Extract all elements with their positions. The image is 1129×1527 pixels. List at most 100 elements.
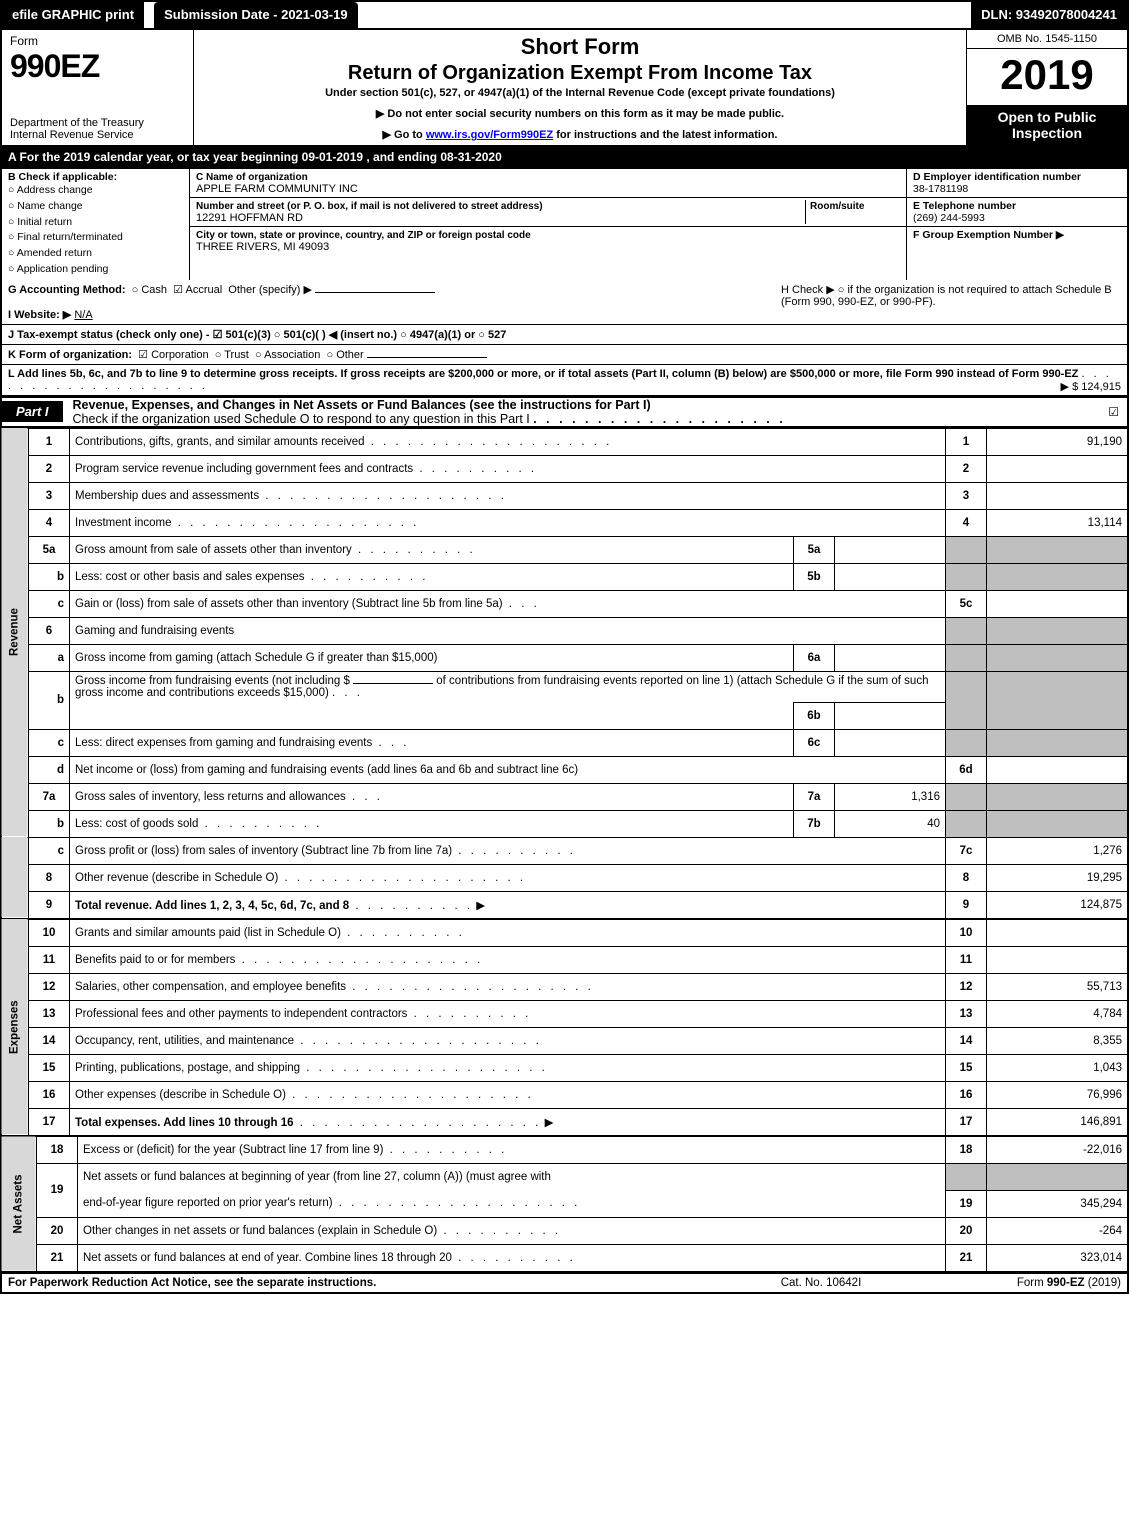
chk-address-change[interactable]: Address change [8, 183, 183, 199]
num-6d: 6d [946, 756, 987, 783]
desc-20: Other changes in net assets or fund bala… [83, 1225, 437, 1237]
grey-7a [946, 783, 987, 810]
efile-print-label[interactable]: efile GRAPHIC print [2, 2, 144, 28]
amt-4: 13,114 [987, 509, 1129, 536]
desc-3: Membership dues and assessments [75, 490, 259, 502]
form-id-box: Form 990EZ Department of the Treasury In… [2, 30, 194, 145]
amt-9: 124,875 [987, 891, 1129, 918]
num-11: 11 [946, 946, 987, 973]
bval-6a [835, 644, 946, 671]
desc-15: Printing, publications, postage, and shi… [75, 1062, 300, 1074]
page-footer: For Paperwork Reduction Act Notice, see … [0, 1273, 1129, 1294]
org-city: THREE RIVERS, MI 49093 [196, 241, 329, 253]
part1-header: Part I Revenue, Expenses, and Changes in… [0, 397, 1129, 428]
k-corp[interactable]: Corporation [138, 349, 208, 361]
amt-12: 55,713 [987, 973, 1129, 1000]
num-5c: 5c [946, 590, 987, 617]
amt-2 [987, 455, 1129, 482]
ln-4: 4 [29, 509, 70, 536]
amt-10 [987, 919, 1129, 946]
revenue-table: Revenue 1 Contributions, gifts, grants, … [0, 428, 1129, 919]
k-other[interactable]: Other [326, 349, 363, 361]
side-revenue-cont [1, 837, 29, 918]
instr-goto: ▶ Go to www.irs.gov/Form990EZ for instru… [202, 128, 958, 141]
g-other[interactable]: Other (specify) ▶ [228, 284, 312, 296]
amt-16: 76,996 [987, 1081, 1129, 1108]
desc-6c: Less: direct expenses from gaming and fu… [75, 737, 372, 749]
grey-19 [946, 1163, 987, 1190]
num-15: 15 [946, 1054, 987, 1081]
side-revenue: Revenue [1, 428, 29, 837]
box-5a: 5a [794, 536, 835, 563]
expenses-table: Expenses 10 Grants and similar amounts p… [0, 919, 1129, 1136]
box-6b: 6b [794, 702, 835, 729]
grey-5a [946, 536, 987, 563]
l-amount: ▶ $ 124,915 [1061, 380, 1121, 393]
box-6a: 6a [794, 644, 835, 671]
ln-9: 9 [29, 891, 70, 918]
ln-8: 8 [29, 864, 70, 891]
bval-7a: 1,316 [835, 783, 946, 810]
form-header: Form 990EZ Department of the Treasury In… [0, 30, 1129, 147]
part1-title: Revenue, Expenses, and Changes in Net As… [63, 398, 1109, 426]
ln-3: 3 [29, 482, 70, 509]
title-box: Short Form Return of Organization Exempt… [194, 30, 966, 145]
desc-5a: Gross amount from sale of assets other t… [75, 544, 352, 556]
num-19: 19 [946, 1190, 987, 1217]
desc-8: Other revenue (describe in Schedule O) [75, 872, 278, 884]
bval-6b [835, 702, 946, 729]
desc-18: Excess or (deficit) for the year (Subtra… [83, 1144, 383, 1156]
chk-name-change[interactable]: Name change [8, 199, 183, 215]
instr-no-ssn: ▶ Do not enter social security numbers o… [202, 107, 958, 120]
num-14: 14 [946, 1027, 987, 1054]
ln-7c: c [29, 837, 70, 864]
desc-7c: Gross profit or (loss) from sales of inv… [75, 845, 452, 857]
chk-initial-return[interactable]: Initial return [8, 215, 183, 231]
g-accrual[interactable]: Accrual [173, 284, 222, 296]
chk-final-return[interactable]: Final return/terminated [8, 230, 183, 246]
irs-link[interactable]: www.irs.gov/Form990EZ [426, 129, 553, 141]
ln-15: 15 [29, 1054, 70, 1081]
desc-5c: Gain or (loss) from sale of assets other… [75, 598, 503, 610]
desc-7a: Gross sales of inventory, less returns a… [75, 791, 346, 803]
line-k: K Form of organization: Corporation Trus… [0, 345, 1129, 365]
grey-6a [946, 644, 987, 671]
part1-check-icon[interactable]: ☑ [1108, 405, 1127, 419]
ln-21: 21 [37, 1244, 78, 1272]
ln-7b: b [29, 810, 70, 837]
g-label: G Accounting Method: [8, 284, 126, 296]
k-trust[interactable]: Trust [215, 349, 249, 361]
side-net-assets: Net Assets [1, 1136, 37, 1272]
box-7a: 7a [794, 783, 835, 810]
num-7c: 7c [946, 837, 987, 864]
desc-12: Salaries, other compensation, and employ… [75, 981, 346, 993]
ln-19: 19 [37, 1163, 78, 1217]
footer-cat-no: Cat. No. 10642I [721, 1277, 921, 1289]
g-cash[interactable]: Cash [132, 284, 167, 296]
chk-application-pending[interactable]: Application pending [8, 262, 183, 278]
num-8: 8 [946, 864, 987, 891]
k-assoc[interactable]: Association [255, 349, 320, 361]
ein-value: 38-1781198 [913, 183, 968, 195]
room-suite-label: Room/suite [810, 201, 864, 212]
ln-16: 16 [29, 1081, 70, 1108]
desc-17: Total expenses. Add lines 10 through 16 [75, 1117, 294, 1129]
grey-6b-amt [987, 671, 1129, 729]
num-16: 16 [946, 1081, 987, 1108]
grey-5b [946, 563, 987, 590]
amt-7c: 1,276 [987, 837, 1129, 864]
desc-13: Professional fees and other payments to … [75, 1008, 407, 1020]
box-c: C Name of organization APPLE FARM COMMUN… [190, 169, 906, 280]
h-text: H Check ▶ ○ if the organization is not r… [781, 284, 1112, 308]
amt-3 [987, 482, 1129, 509]
ln-10: 10 [29, 919, 70, 946]
line-a-tax-year: A For the 2019 calendar year, or tax yea… [0, 147, 1129, 169]
desc-2: Program service revenue including govern… [75, 463, 413, 475]
chk-amended-return[interactable]: Amended return [8, 246, 183, 262]
box-7b: 7b [794, 810, 835, 837]
num-20: 20 [946, 1217, 987, 1244]
b-title: B Check if applicable: [8, 171, 183, 183]
grey-6-amt [987, 617, 1129, 644]
ln-5a: 5a [29, 536, 70, 563]
num-9: 9 [946, 891, 987, 918]
